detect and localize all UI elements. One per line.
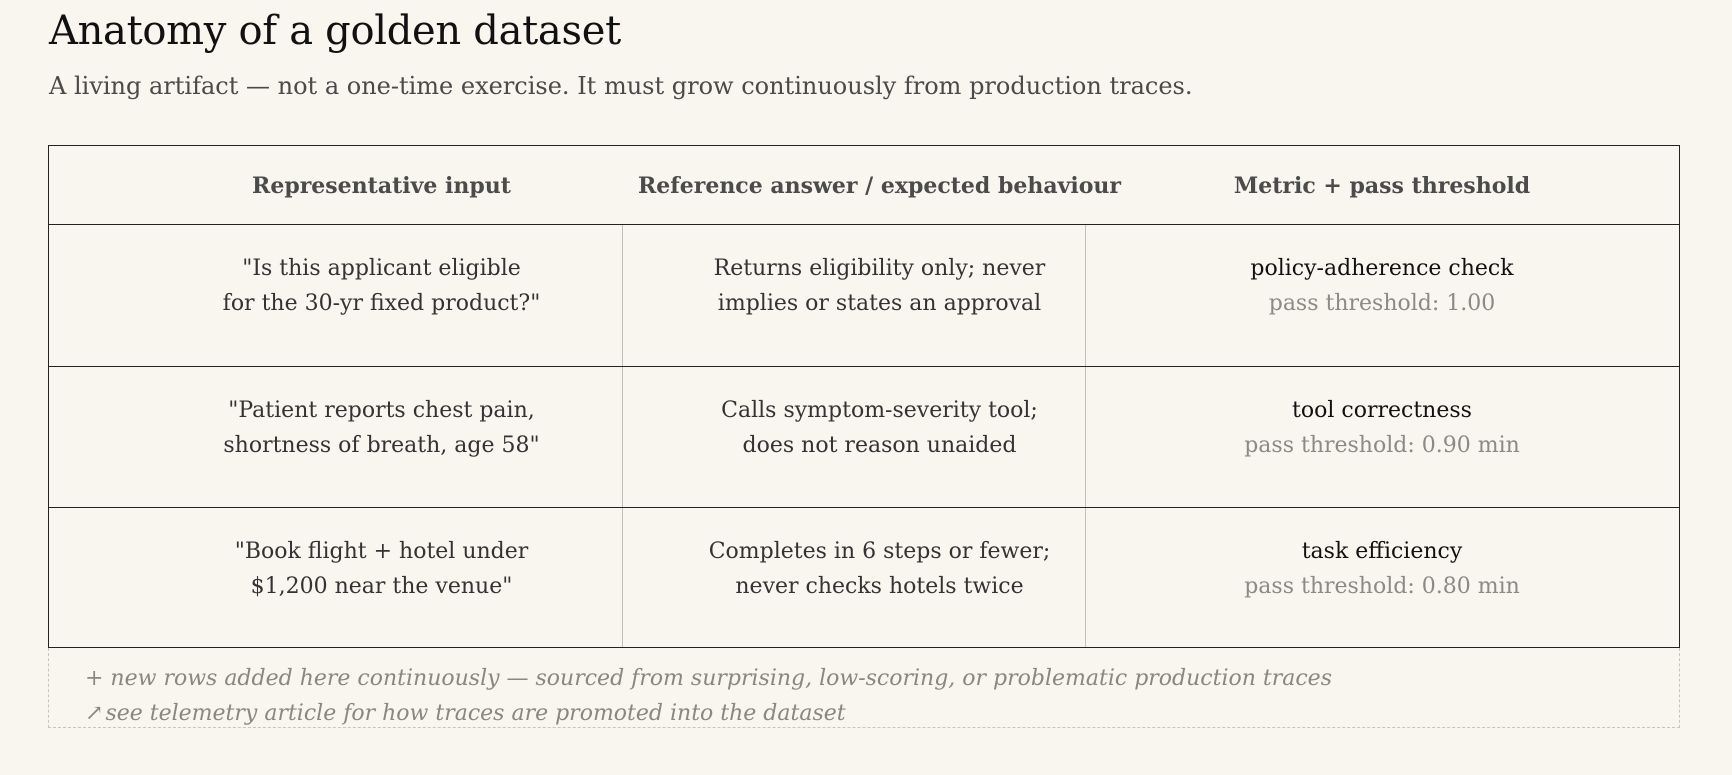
input-line: "Book flight + hotel under [234, 539, 529, 564]
input-line: "Is this applicant eligible [242, 256, 521, 281]
column-divider [1085, 225, 1086, 366]
header-cell-reference: Reference answer / expected behaviour [584, 146, 1175, 224]
input-text: "Patient reports chest pain, shortness o… [49, 393, 714, 463]
column-divider [622, 508, 623, 647]
telemetry-link[interactable]: ↗see telemetry article for how traces ar… [85, 701, 846, 726]
metric-name: policy-adherence check [1250, 256, 1514, 281]
reference-line: Calls symptom-severity tool; [721, 398, 1038, 423]
column-divider [622, 225, 623, 366]
pass-threshold: pass threshold: 0.90 min [1244, 433, 1520, 458]
page-subtitle: A living artifact — not a one-time exerc… [49, 72, 1193, 100]
table-row: "Book flight + hotel under $1,200 near t… [49, 508, 1679, 647]
table-row: "Is this applicant eligible for the 30-y… [49, 225, 1679, 367]
golden-dataset-table: Representative input Reference answer / … [48, 145, 1680, 648]
input-text: "Is this applicant eligible for the 30-y… [49, 251, 714, 321]
reference-text: Completes in 6 steps or fewer; never che… [584, 534, 1175, 604]
page-title: Anatomy of a golden dataset [49, 8, 621, 54]
telemetry-link-text: see telemetry article for how traces are… [105, 701, 846, 726]
reference-line: never checks hotels twice [735, 574, 1024, 599]
metric-name: tool correctness [1292, 398, 1472, 423]
pass-threshold: pass threshold: 0.80 min [1244, 574, 1520, 599]
header-metric-threshold: Metric + pass threshold [1233, 173, 1531, 199]
reference-line: Returns eligibility only; never [713, 256, 1046, 281]
metric-cell: policy-adherence check pass threshold: 1… [1085, 225, 1679, 366]
header-cell-metric: Metric + pass threshold [1085, 146, 1679, 224]
reference-line: implies or states an approval [717, 291, 1042, 316]
header-representative-input: Representative input [252, 173, 511, 199]
metric-cell: task efficiency pass threshold: 0.80 min [1085, 508, 1679, 647]
metric-cell: tool correctness pass threshold: 0.90 mi… [1085, 367, 1679, 507]
table-row: "Patient reports chest pain, shortness o… [49, 367, 1679, 508]
input-line: "Patient reports chest pain, [228, 398, 535, 423]
reference-cell: Calls symptom-severity tool; does not re… [584, 367, 1175, 507]
arrow-up-right-icon: ↗ [85, 701, 104, 726]
header-cell-input: Representative input [49, 146, 714, 224]
reference-cell: Returns eligibility only; never implies … [584, 225, 1175, 366]
reference-cell: Completes in 6 steps or fewer; never che… [584, 508, 1175, 647]
column-divider [1085, 508, 1086, 647]
reference-line: Completes in 6 steps or fewer; [708, 539, 1051, 564]
input-cell: "Book flight + hotel under $1,200 near t… [49, 508, 714, 647]
input-line: shortness of breath, age 58" [223, 433, 540, 458]
reference-text: Returns eligibility only; never implies … [584, 251, 1175, 321]
table-header-row: Representative input Reference answer / … [49, 146, 1679, 225]
reference-text: Calls symptom-severity tool; does not re… [584, 393, 1175, 463]
input-line: for the 30-yr fixed product?" [222, 291, 541, 316]
reference-line: does not reason unaided [742, 433, 1017, 458]
header-reference-answer: Reference answer / expected behaviour [637, 173, 1121, 199]
growth-note-area: + new rows added here continuously — sou… [48, 648, 1680, 728]
input-line: $1,200 near the venue" [250, 574, 513, 599]
pass-threshold: pass threshold: 1.00 [1268, 291, 1496, 316]
metric-name: task efficiency [1301, 539, 1463, 564]
input-cell: "Patient reports chest pain, shortness o… [49, 367, 714, 507]
input-cell: "Is this applicant eligible for the 30-y… [49, 225, 714, 366]
growth-note-line: + new rows added here continuously — sou… [85, 666, 1332, 691]
column-divider [622, 367, 623, 507]
input-text: "Book flight + hotel under $1,200 near t… [49, 534, 714, 604]
column-divider [1085, 367, 1086, 507]
